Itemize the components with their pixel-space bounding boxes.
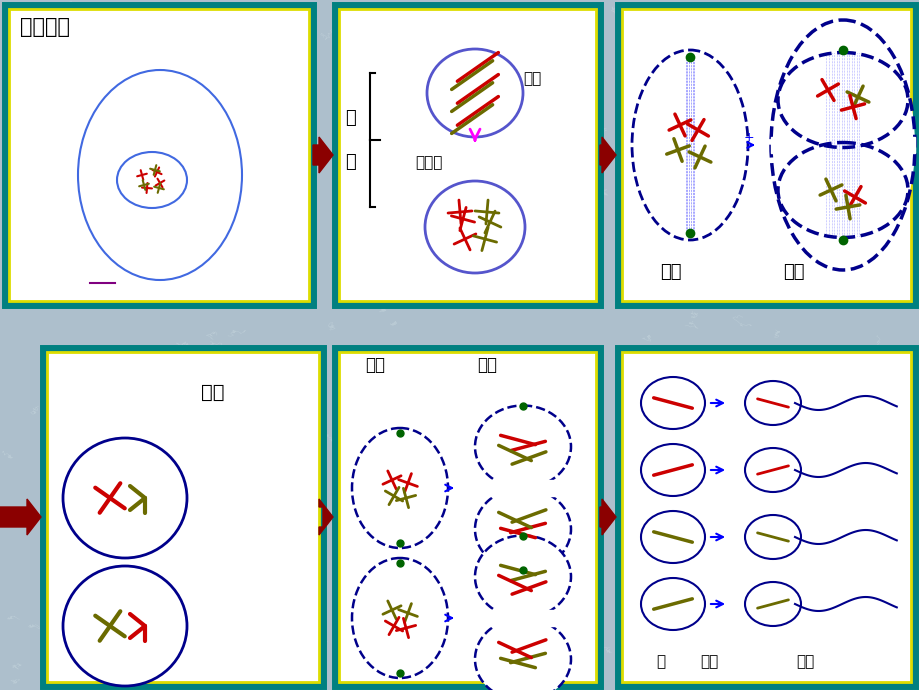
Bar <box>5 5 312 305</box>
Ellipse shape <box>426 49 522 137</box>
Ellipse shape <box>474 406 571 488</box>
FancyArrow shape <box>0 499 41 535</box>
Text: 精: 精 <box>655 654 664 669</box>
Ellipse shape <box>631 50 747 240</box>
Ellipse shape <box>474 488 571 571</box>
Bar <box>621 9 910 301</box>
Ellipse shape <box>744 448 800 492</box>
Ellipse shape <box>474 618 571 690</box>
Text: 期: 期 <box>345 153 356 171</box>
Text: 联会: 联会 <box>522 71 540 86</box>
Ellipse shape <box>641 444 704 496</box>
Text: 细胞: 细胞 <box>699 654 718 669</box>
Text: 精子: 精子 <box>795 654 813 669</box>
Ellipse shape <box>641 578 704 630</box>
FancyArrow shape <box>599 137 616 173</box>
Text: 前期: 前期 <box>200 383 224 402</box>
FancyArrow shape <box>319 499 333 535</box>
Bar <box>338 9 596 301</box>
Bar <box>621 352 910 682</box>
Ellipse shape <box>744 582 800 626</box>
Ellipse shape <box>62 566 187 686</box>
Ellipse shape <box>770 20 914 270</box>
Bar <box>618 5 914 305</box>
Bar <box>43 348 323 686</box>
Ellipse shape <box>641 377 704 429</box>
Ellipse shape <box>744 515 800 559</box>
Ellipse shape <box>62 438 187 558</box>
Text: 后期: 后期 <box>782 263 803 281</box>
Text: 后期: 后期 <box>476 356 496 374</box>
Text: 精原细胞: 精原细胞 <box>20 17 70 37</box>
Ellipse shape <box>117 152 187 208</box>
Text: 四分体: 四分体 <box>414 155 442 170</box>
Text: 前: 前 <box>345 109 356 127</box>
Bar <box>474 480 571 496</box>
Bar <box>335 348 599 686</box>
Ellipse shape <box>474 535 571 618</box>
Ellipse shape <box>744 381 800 425</box>
Ellipse shape <box>352 428 448 548</box>
Ellipse shape <box>352 558 448 678</box>
Text: +: + <box>743 131 754 144</box>
Text: 中期: 中期 <box>659 263 681 281</box>
Ellipse shape <box>78 70 242 280</box>
Bar <box>338 352 596 682</box>
FancyArrow shape <box>312 137 333 173</box>
Ellipse shape <box>425 181 525 273</box>
Bar <box>47 352 319 682</box>
Ellipse shape <box>641 511 704 563</box>
Text: 中期: 中期 <box>365 356 384 374</box>
Bar <box>770 137 914 153</box>
Bar <box>618 348 914 686</box>
Bar <box>335 5 599 305</box>
FancyArrow shape <box>599 499 616 535</box>
Bar <box>9 9 309 301</box>
Bar <box>474 610 571 626</box>
